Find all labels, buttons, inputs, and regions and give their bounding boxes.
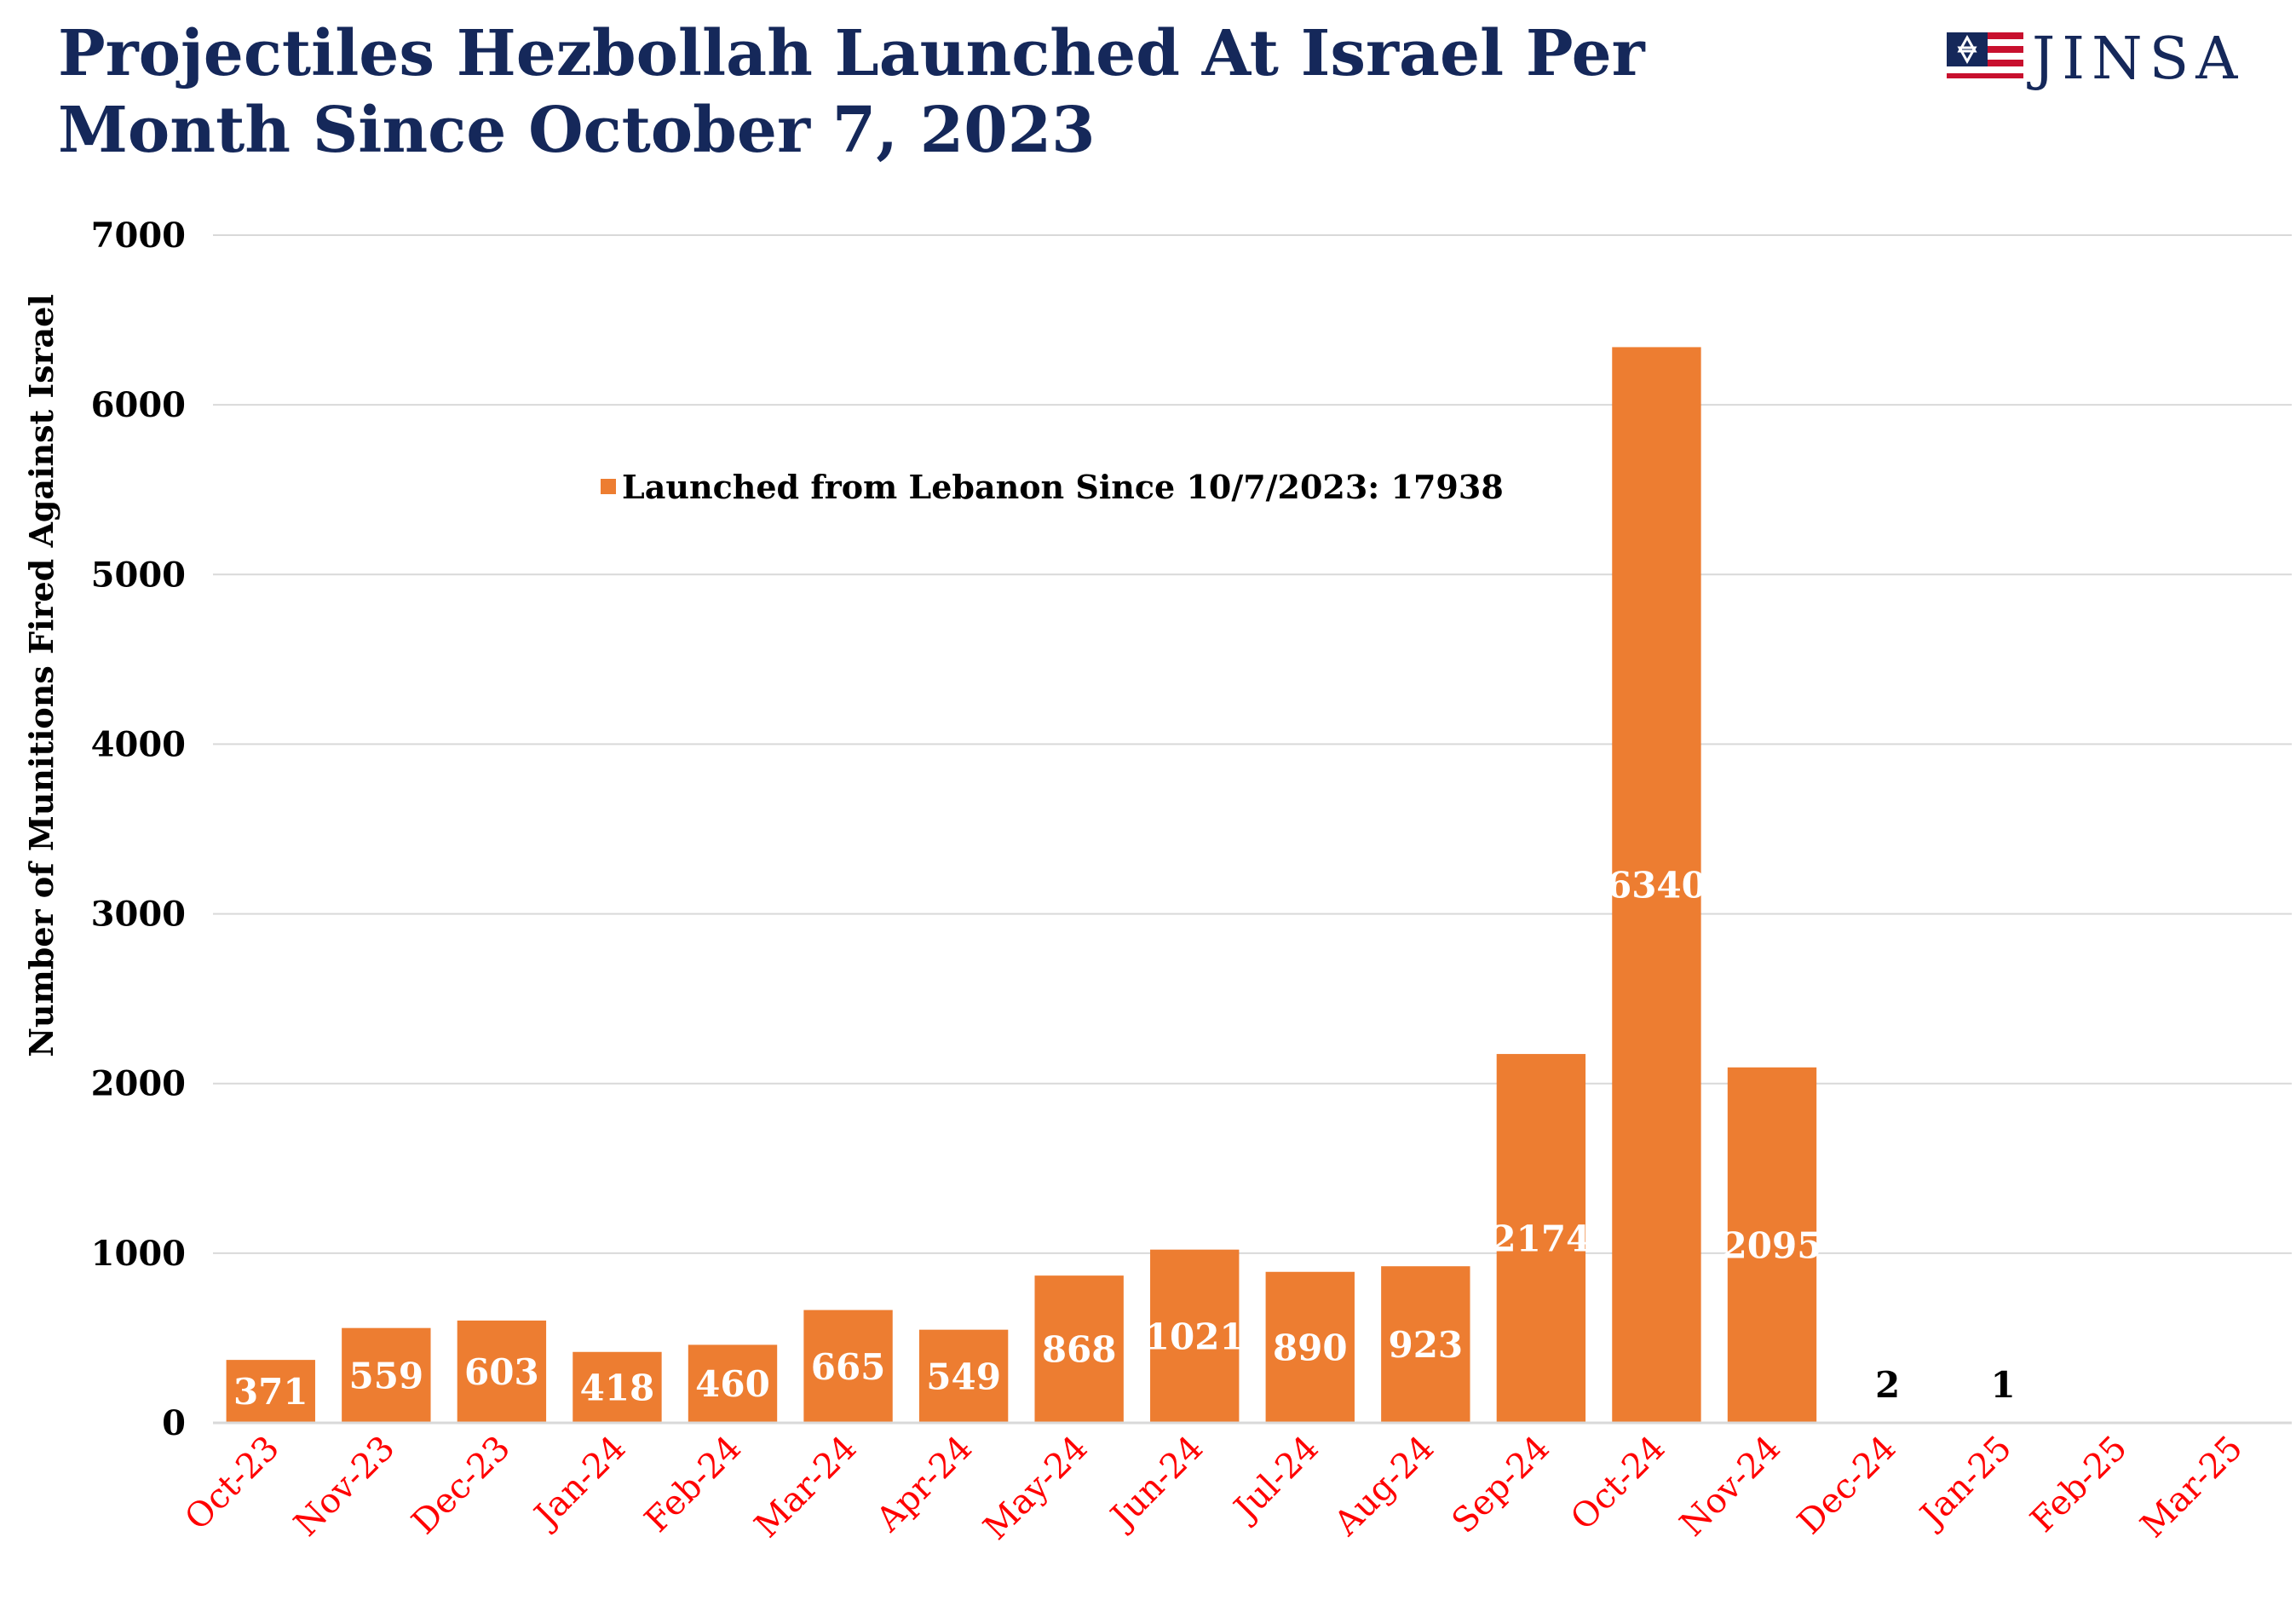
data-label-Nov-24: 2095 [1723,1224,1822,1266]
data-label-Dec-24: 2 [1875,1364,1900,1406]
flag-star-icon [1947,32,2023,78]
data-label-Oct-23: 371 [233,1371,308,1413]
y-axis-title: Number of Munitions Fired Against Israel [22,294,60,1057]
x-tick-label: Jan-24 [525,1429,633,1537]
x-tick-label: Jun-24 [1102,1429,1211,1539]
data-label-Jul-24: 890 [1273,1327,1348,1368]
bar-Apr-24 [918,1329,1009,1423]
bar-Aug-24 [1381,1266,1470,1423]
legend: Launched from Lebanon Since 10/7/2023: 1… [601,468,1504,506]
logo-wordmark: JINSA [2032,26,2245,93]
x-tick-label: Nov-23 [287,1429,403,1545]
bar-Oct-24 [1612,347,1701,1423]
x-tick-label: Feb-24 [637,1429,749,1540]
x-tick-label: Feb-25 [2023,1429,2135,1540]
bar-Jan-24 [573,1351,662,1423]
data-label-Oct-24: 6340 [1607,865,1706,907]
x-tick-label: Dec-23 [405,1429,518,1542]
y-tick-label: 3000 [91,895,186,935]
data-label-Feb-24: 460 [695,1363,770,1405]
bar-Sep-24 [1496,1054,1586,1423]
x-tick-label: Dec-24 [1790,1429,1903,1542]
x-tick-label: Apr-24 [868,1429,980,1540]
data-label-Sep-24: 2174 [1491,1218,1591,1260]
legend-label: Launched from Lebanon Since 10/7/2023: 1… [622,468,1504,506]
bar-Nov-23 [342,1327,431,1423]
bars [226,347,2048,1423]
bar-Dec-23 [457,1320,547,1423]
bar-Jul-24 [1265,1271,1355,1423]
y-axis-ticks: 0 1000 2000 3000 4000 5000 6000 7000 [91,216,186,1443]
x-tick-label: Mar-25 [2133,1429,2250,1546]
x-tick-label: Aug-24 [1326,1429,1442,1545]
bar-May-24 [1034,1275,1124,1423]
y-tick-label: 5000 [91,555,186,595]
data-label-Aug-24: 923 [1388,1324,1463,1366]
bar-Feb-24 [688,1344,778,1423]
data-label-Apr-24: 549 [926,1356,1001,1397]
x-tick-label: May-24 [976,1429,1096,1548]
grid-lines [213,234,2292,1254]
y-tick-label: 4000 [91,724,186,764]
chart-title: Projectiles Hezbollah Launched At Israel… [58,17,1645,167]
bar-Mar-24 [803,1310,893,1423]
x-tick-label: Mar-24 [747,1429,864,1546]
x-tick-label: Jul-24 [1224,1429,1326,1531]
data-label-Jan-24: 418 [580,1367,655,1408]
data-label-Mar-24: 665 [811,1346,886,1388]
x-tick-label: Oct-24 [1563,1429,1672,1538]
x-tick-label: Nov-24 [1672,1429,1788,1545]
data-label-Dec-23: 603 [464,1351,539,1393]
bar-Oct-23 [226,1360,315,1423]
data-label-Jun-24: 1021 [1145,1316,1245,1357]
x-tick-label: Jan-25 [1911,1429,2019,1537]
jinsa-logo: JINSA [1947,26,2253,94]
legend-swatch [601,479,616,494]
x-tick-label: Oct-23 [177,1429,286,1538]
bar-Jun-24 [1150,1249,1240,1423]
x-tick-label: Sep-24 [1445,1429,1557,1541]
y-tick-label: 1000 [91,1234,186,1274]
data-label-Jan-25: 1 [1990,1364,2015,1406]
y-tick-label: 2000 [91,1064,186,1104]
data-label-Nov-23: 559 [348,1355,423,1396]
y-tick-label: 0 [162,1403,186,1443]
y-tick-label: 7000 [91,216,186,256]
data-label-May-24: 868 [1042,1329,1117,1371]
bar-Nov-24 [1727,1067,1817,1423]
data-labels: 371 559 603 418 460 665 549 868 1021 890 923 2174 63… [233,865,2016,1413]
y-tick-label: 6000 [91,385,186,425]
